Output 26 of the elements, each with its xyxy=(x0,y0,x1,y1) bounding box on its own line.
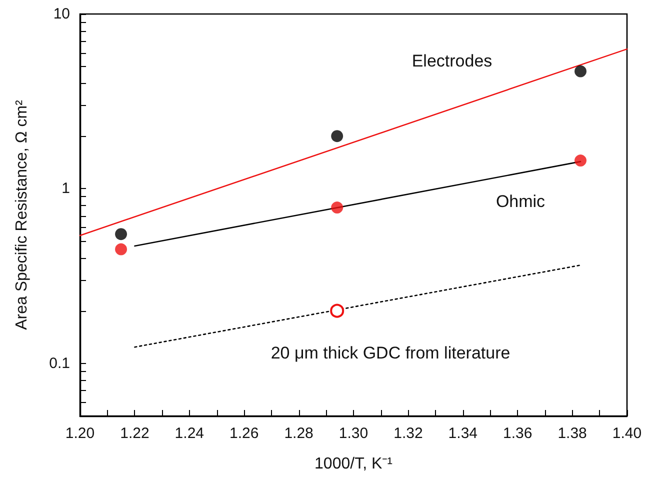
x-tick-label: 1.24 xyxy=(174,425,204,442)
x-tick-label: 1.20 xyxy=(65,425,95,442)
series-label: Electrodes xyxy=(412,52,492,71)
y-tick-label: 0.1 xyxy=(49,354,70,372)
point xyxy=(331,202,344,214)
x-tick-label: 1.40 xyxy=(612,425,642,442)
x-axis-title: 1000/T, K⁻¹ xyxy=(314,456,392,472)
point xyxy=(115,228,128,240)
point xyxy=(331,130,344,142)
point xyxy=(330,304,344,318)
y-axis-title: Area Specific Resistance, Ω cm² xyxy=(14,99,30,330)
y-tick-label: 1 xyxy=(62,180,70,198)
point xyxy=(574,154,587,167)
x-tick-label: 1.22 xyxy=(120,425,150,442)
point xyxy=(115,243,128,256)
x-tick-label: 1.34 xyxy=(448,425,478,442)
x-tick-label: 1.38 xyxy=(558,425,587,442)
y-tick-label: 10 xyxy=(53,6,70,22)
x-tick-label: 1.32 xyxy=(394,425,423,442)
x-tick-label: 1.28 xyxy=(284,425,314,442)
x-tick-label: 1.36 xyxy=(503,425,532,442)
point xyxy=(574,65,587,78)
x-tick-label: 1.30 xyxy=(338,425,368,442)
series-label: 20 μm thick GDC from literature xyxy=(270,344,510,363)
series-label: Ohmic xyxy=(496,192,546,212)
x-tick-label: 1.26 xyxy=(230,425,259,442)
